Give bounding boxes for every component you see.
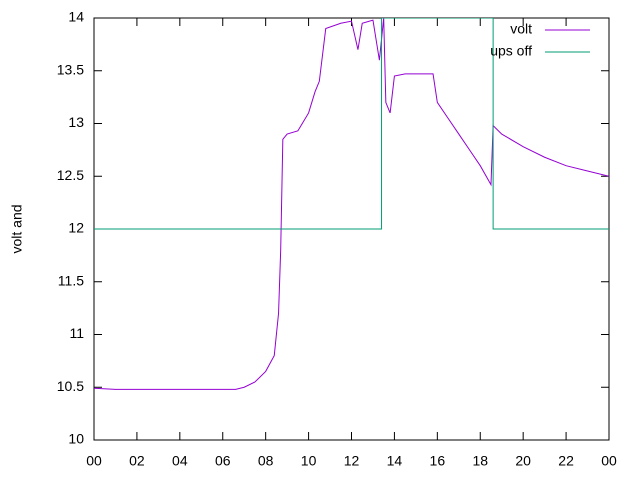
legend-label: ups off (490, 43, 532, 59)
series-line (94, 18, 609, 230)
x-tick-label: 04 (172, 453, 188, 469)
x-tick-label: 00 (86, 453, 102, 469)
y-tick-label: 11.5 (58, 272, 84, 288)
y-tick-label: 12 (68, 220, 84, 236)
x-tick-label: 22 (558, 453, 574, 469)
x-tick-label: 02 (129, 453, 145, 469)
x-tick-label: 08 (258, 453, 274, 469)
y-tick-label: 10 (68, 431, 84, 447)
x-tick-label: 00 (601, 453, 617, 469)
y-tick-label: 10.5 (57, 378, 84, 394)
y-tick-label: 14 (68, 9, 84, 25)
y-tick-label: 13.5 (57, 61, 84, 77)
x-tick-label: 06 (215, 453, 231, 469)
x-tick-label: 18 (472, 453, 488, 469)
y-tick-label: 11 (69, 325, 84, 341)
x-tick-label: 10 (301, 453, 317, 469)
x-tick-label: 16 (430, 453, 446, 469)
y-axis-label: volt and (9, 204, 25, 253)
legend-label: volt (510, 21, 532, 37)
x-tick-label: 12 (344, 453, 360, 469)
x-tick-label: 20 (515, 453, 531, 469)
y-tick-label: 13 (68, 114, 84, 130)
x-tick-label: 14 (387, 453, 403, 469)
series-line (94, 18, 609, 390)
y-tick-label: 12.5 (57, 167, 84, 183)
